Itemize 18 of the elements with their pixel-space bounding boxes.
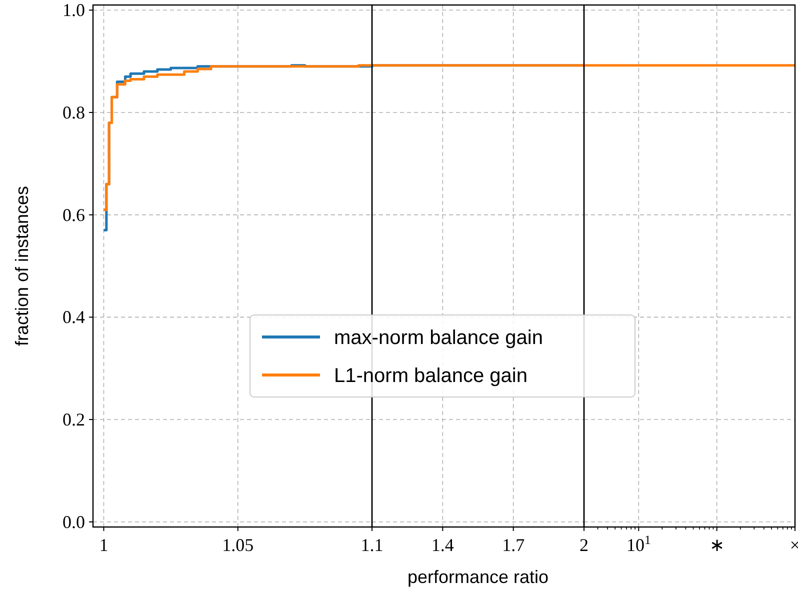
y-tick-label: 0.0: [62, 512, 85, 532]
x-tick-label: 2: [580, 535, 588, 555]
x-tick-label: 1.1: [360, 535, 384, 555]
y-tick-label: 1.0: [62, 0, 85, 20]
y-tick-label: 0.6: [62, 204, 85, 225]
y-tick-label: 0.2: [62, 410, 85, 430]
y-tick-label: 0.4: [62, 307, 85, 328]
legend-label: max-norm balance gain: [334, 327, 543, 349]
x-tick-label: 10$^{1}$: [626, 533, 651, 555]
x-tick-label: 1.05: [222, 535, 254, 555]
x-tick-label: 1.7: [502, 535, 525, 555]
legend-label: L1-norm balance gain: [334, 365, 528, 387]
x-tick-label: 1.4: [431, 535, 454, 555]
x-tick-label: ∗: [709, 535, 724, 555]
x-tick-label: 1: [99, 535, 108, 555]
x-axis-title: performance ratio: [407, 567, 549, 587]
y-axis-title: fraction of instances: [12, 186, 32, 346]
y-tick-label: 0.8: [62, 102, 85, 122]
